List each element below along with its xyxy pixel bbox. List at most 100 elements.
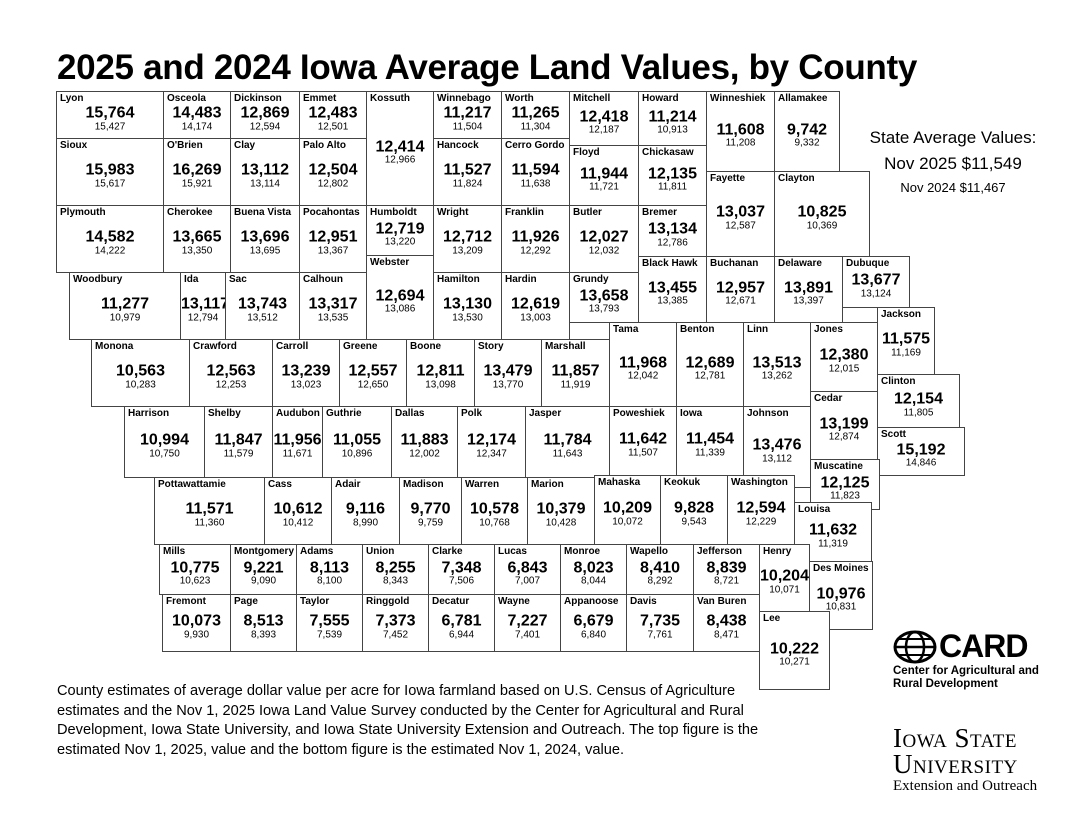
value-2024: 11,208 (725, 137, 756, 149)
county-name: Wayne (498, 596, 530, 607)
county-values: 8,255 8,343 (363, 559, 428, 587)
value-2025: 12,689 (685, 353, 735, 371)
county-name: Dallas (395, 408, 425, 419)
county-name: Sioux (60, 140, 88, 151)
value-2025: 12,380 (819, 346, 869, 364)
value-2025: 12,418 (579, 107, 629, 125)
county-name: Guthrie (326, 408, 362, 419)
county-name: Bremer (642, 207, 678, 218)
county-values: 13,677 13,124 (843, 272, 909, 299)
county-clinton: Clinton 12,154 11,805 (877, 374, 960, 428)
value-2025: 13,037 (716, 203, 765, 221)
value-2024: 11,824 (452, 178, 483, 190)
county-name: Clinton (881, 376, 916, 387)
value-2024: 12,187 (588, 124, 620, 136)
value-2024: 12,002 (409, 448, 440, 460)
county-name: Sac (229, 274, 247, 285)
county-values: 11,857 11,919 (542, 363, 609, 390)
value-2024: 13,124 (860, 288, 892, 300)
value-2024: 11,304 (520, 121, 551, 133)
value-2024: 13,530 (452, 312, 483, 324)
county-buchanan: Buchanan 12,957 12,671 (706, 256, 775, 323)
county-name: Adair (335, 479, 361, 490)
value-2025: 12,557 (348, 362, 398, 380)
value-2024: 13,512 (247, 312, 278, 324)
county-davis: Davis 7,735 7,761 (626, 594, 694, 652)
value-2025: 12,125 (820, 473, 870, 491)
county-name: Story (478, 341, 504, 352)
value-2024: 6,944 (448, 629, 475, 641)
value-2024: 11,811 (657, 181, 688, 193)
county-chickasaw: Chickasaw 12,135 11,811 (638, 145, 707, 206)
value-2025: 10,612 (273, 500, 323, 518)
value-2025: 9,116 (345, 500, 386, 518)
county-values: 12,504 12,802 (300, 162, 366, 189)
county-values: 9,828 9,543 (661, 500, 727, 527)
state-average-2025: Nov 2025 $11,549 (884, 154, 1022, 173)
value-2024: 11,823 (830, 490, 860, 502)
county-wapello: Wapello 8,410 8,292 (626, 544, 694, 595)
value-2025: 10,775 (170, 558, 220, 576)
county-values: 11,217 11,504 (434, 105, 501, 132)
value-2024: 13,695 (249, 245, 281, 257)
county-webster: Webster 12,694 13,086 (366, 255, 434, 340)
county-name: Shelby (208, 408, 241, 419)
county-values: 6,781 6,944 (429, 613, 494, 640)
county-values: 13,239 13,023 (273, 363, 339, 390)
county-name: Lucas (498, 546, 527, 557)
county-values: 11,214 10,913 (639, 108, 706, 136)
county-crawford: Crawford 12,563 12,253 (189, 339, 273, 407)
value-2024: 11,319 (818, 538, 848, 550)
county-values: 9,116 8,990 (332, 501, 399, 528)
county-values: 10,994 10,750 (125, 432, 204, 459)
value-2025: 9,221 (243, 558, 284, 576)
value-2024: 9,759 (417, 517, 444, 529)
county-greene: Greene 12,557 12,650 (339, 339, 407, 407)
value-2025: 8,023 (573, 558, 614, 576)
county-pottawattamie: Pottawattamie 11,571 11,360 (154, 477, 265, 545)
value-2024: 12,501 (317, 121, 349, 133)
value-2024: 12,253 (215, 379, 247, 391)
county-values: 9,221 9,090 (231, 558, 296, 587)
county-name: Hancock (437, 140, 479, 151)
county-dubuque: Dubuque 13,677 13,124 (842, 256, 910, 308)
value-2025: 11,217 (443, 104, 492, 122)
value-2025: 12,619 (511, 295, 560, 313)
value-2025: 15,983 (85, 161, 135, 179)
county-cerro-gordo: Cerro Gordo 11,594 11,638 (501, 138, 570, 206)
value-2024: 14,846 (905, 457, 937, 469)
county-name: Johnson (747, 408, 789, 419)
county-marion: Marion 10,379 10,428 (527, 477, 595, 545)
value-2024: 13,220 (384, 236, 416, 248)
value-2024: 7,401 (514, 629, 541, 641)
value-2025: 13,479 (483, 362, 533, 380)
value-2025: 7,555 (309, 612, 350, 630)
value-2025: 13,665 (172, 228, 222, 246)
county-name: Howard (642, 93, 679, 104)
county-values: 8,113 8,100 (297, 558, 362, 587)
value-2024: 11,504 (452, 121, 483, 133)
county-name: Chickasaw (642, 147, 694, 158)
county-name: Floyd (573, 147, 600, 158)
value-2024: 12,042 (627, 370, 659, 382)
county-name: Ringgold (366, 596, 410, 607)
county-values: 11,575 11,169 (878, 331, 934, 358)
value-2024: 11,638 (520, 178, 551, 190)
county-hardin: Hardin 12,619 13,003 (501, 272, 570, 340)
value-2024: 15,427 (94, 121, 126, 133)
value-2025: 13,455 (648, 278, 697, 296)
isu-line1: Iowa State (893, 723, 1017, 753)
county-name: Adams (300, 546, 334, 557)
value-2025: 15,764 (85, 104, 135, 122)
county-fremont: Fremont 10,073 9,930 (162, 594, 231, 652)
value-2024: 9,090 (250, 575, 277, 587)
value-2025: 8,113 (309, 558, 350, 576)
value-2024: 10,750 (149, 448, 180, 460)
county-values: 11,883 12,002 (392, 432, 457, 459)
value-2024: 14,222 (94, 245, 126, 257)
county-name: Benton (680, 324, 715, 335)
county-values: 10,073 9,930 (163, 613, 230, 640)
value-2025: 11,594 (511, 161, 560, 179)
county-values: 11,055 10,896 (323, 432, 391, 459)
county-name: Plymouth (60, 207, 106, 218)
